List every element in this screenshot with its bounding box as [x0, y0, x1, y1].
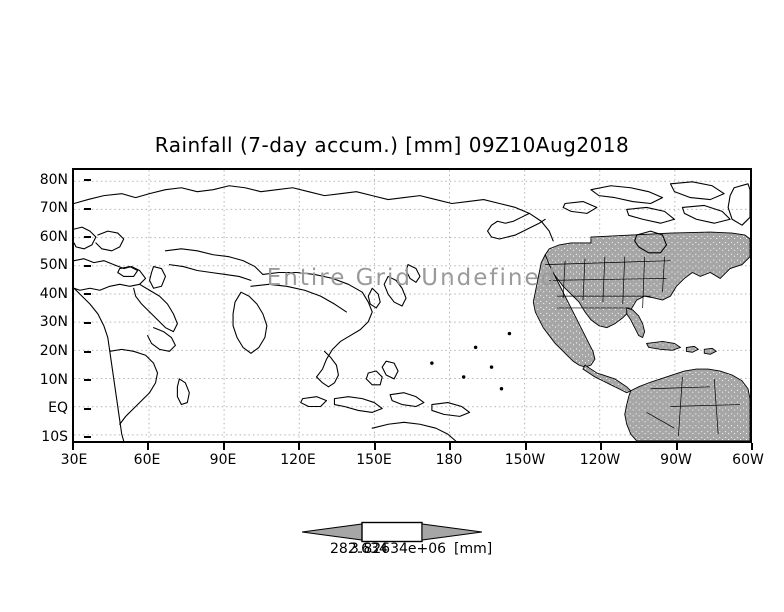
y-tick-label: 70N	[39, 200, 68, 216]
x-tick-mark	[298, 443, 300, 450]
x-tick-label: 90W	[660, 452, 692, 468]
colorbar-min-label: 282.634	[330, 541, 388, 557]
y-tick-mark	[84, 293, 91, 295]
y-tick-label: 50N	[39, 257, 68, 273]
y-tick-mark	[84, 436, 91, 438]
x-tick-mark	[223, 443, 225, 450]
page-title: Rainfall (7-day accum.) [mm] 09Z10Aug201…	[154, 133, 630, 157]
map-canvas: Entire Grid Undefined	[74, 170, 750, 441]
x-tick-mark	[676, 443, 678, 450]
x-tick-label: 120W	[579, 452, 621, 468]
colorbar[interactable]: 282.634 3.82634e+06 [mm]	[302, 519, 492, 563]
y-tick-mark	[84, 322, 91, 324]
world-map-graphic	[74, 170, 750, 441]
x-tick-label: 180	[435, 452, 463, 468]
y-tick-mark	[84, 265, 91, 267]
x-tick-label: 30E	[60, 452, 88, 468]
x-tick-mark	[751, 443, 753, 450]
y-tick-mark	[84, 379, 91, 381]
x-tick-label: 120E	[280, 452, 316, 468]
y-tick-mark	[84, 351, 91, 353]
x-tick-mark	[525, 443, 527, 450]
colorbar-graphic	[302, 521, 482, 543]
x-tick-mark	[374, 443, 376, 450]
x-tick-mark	[72, 443, 74, 450]
x-tick-label: 60E	[133, 452, 161, 468]
x-tick-mark	[449, 443, 451, 450]
y-tick-label: 60N	[39, 229, 68, 245]
map-plot-area[interactable]: Entire Grid Undefined	[72, 168, 752, 443]
y-tick-mark	[84, 179, 91, 181]
colorbar-units-label: [mm]	[454, 541, 493, 557]
y-tick-label: 10S	[41, 429, 68, 445]
x-tick-mark	[147, 443, 149, 450]
coastline-outlines	[74, 181, 750, 441]
political-boundaries	[545, 256, 741, 437]
y-axis: 80N 70N 60N 50N 40N 30N 20N 10N EQ 10S	[18, 168, 91, 445]
x-tick-label: 60W	[732, 452, 764, 468]
map-gridlines	[74, 170, 750, 441]
x-tick-mark	[600, 443, 602, 450]
shaded-americas	[532, 231, 750, 441]
y-tick-label: 40N	[39, 286, 68, 302]
y-tick-label: 80N	[39, 172, 68, 188]
x-tick-label: 90E	[209, 452, 237, 468]
y-tick-label: 10N	[39, 372, 68, 388]
y-tick-mark	[84, 208, 91, 210]
y-tick-label: 30N	[39, 314, 68, 330]
x-axis: 30E 60E 90E 120E 150E 180 150W 120W 90W …	[61, 443, 764, 473]
y-tick-mark	[84, 408, 91, 410]
colorbar-max-label: 3.82634e+06	[350, 541, 447, 557]
y-tick-label: 20N	[39, 343, 68, 359]
x-tick-label: 150E	[356, 452, 392, 468]
y-tick-label: EQ	[48, 400, 68, 416]
y-tick-mark	[84, 236, 91, 238]
x-tick-label: 150W	[504, 452, 546, 468]
